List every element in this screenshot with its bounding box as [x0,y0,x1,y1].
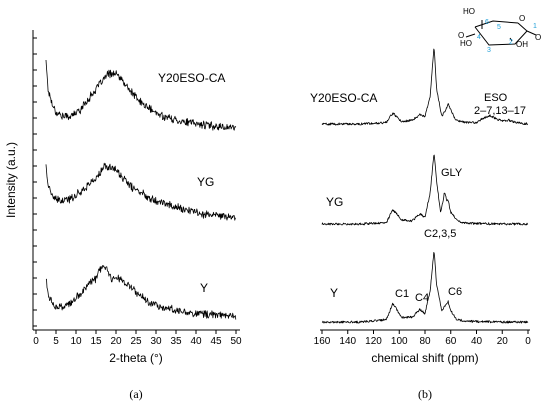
nmr-x-label: chemical shift (ppm) [371,351,478,365]
ring-bond-bottom [474,22,528,46]
xrd-x-tick-label: 5 [53,336,59,347]
nmr-x-tick-label: 120 [365,336,382,347]
annotation-c6: C6 [448,286,462,298]
nmr-x-tick-label: 100 [391,336,408,347]
nmr-x-tick-label: 80 [419,336,431,347]
carbon-number-6: 6 [485,19,489,26]
nmr-x-tick-label: 160 [314,336,331,347]
xrd-x-tick-label: 15 [90,336,102,347]
xrd-x-tick-label: 30 [150,336,162,347]
xrd-y-label: Intensity (a.u.) [4,142,18,218]
xrd-y-ticks [33,37,37,327]
nmr-trace-2 [321,252,529,324]
ring-bond-top [474,20,519,28]
atom-ho-left: HO [460,39,472,48]
annotation-eso: ESO [484,92,508,104]
nmr-series-label-y20eso-ca: Y20ESO-CA [310,91,377,105]
xrd-x-tick-label: 35 [170,336,182,347]
nmr-x-tick-label: 140 [339,336,356,347]
nmr-panel: 160 140 120 100 80 60 40 20 0 chemical shift (pp… [310,7,541,401]
bond-c2-oh [509,37,513,42]
carbon-number-3: 3 [487,47,491,54]
caption-a: (a) [129,387,142,401]
xrd-x-tick-label: 40 [190,336,202,347]
xrd-x-tick-label: 10 [70,336,82,347]
xrd-series-label-yg: YG [197,175,214,189]
xrd-traces [45,59,237,320]
nmr-x-tick-label: 20 [497,336,509,347]
nmr-trace-1 [321,154,529,226]
bond-c1-o [526,30,537,36]
xrd-trace-1 [45,162,236,221]
nmr-series-label-yg: YG [326,195,343,209]
xrd-series-label-y: Y [200,281,208,295]
annotation-c235: C2,3,5 [424,228,456,240]
annotation-eso-range: 2–7,13–17 [474,105,526,117]
nmr-series-label-y: Y [330,286,338,300]
carbon-number-1: 1 [533,23,537,30]
nmr-traces [321,48,529,324]
xrd-x-tick-label: 45 [210,336,222,347]
nmr-x-tick-label: 0 [525,336,531,347]
carbon-number-2: 2 [509,39,513,46]
xrd-x-tick-label: 50 [230,336,242,347]
atom-oh: OH [516,40,528,49]
xrd-x-label: 2-theta (°) [109,351,162,365]
xrd-x-ticks: 0 5 10 15 20 25 30 35 40 45 50 [33,330,242,347]
atom-o-left: O [458,31,464,40]
xrd-trace-0 [45,59,237,131]
xrd-panel: 0 5 10 15 20 25 30 35 40 45 50 2-theta (°) Intensi… [4,30,242,401]
carbon-number-4: 4 [477,34,481,41]
nmr-x-ticks: 160 140 120 100 80 60 40 20 0 [314,330,531,347]
xrd-trace-2 [45,265,237,320]
caption-b: (b) [418,387,432,401]
xrd-x-tick-label: 25 [130,336,142,347]
glucose-structure: HO HO OH O O O 1 2 3 4 5 6 [458,7,541,54]
bond-c4-o [465,33,476,38]
atom-ring-o: O [519,14,525,23]
xrd-x-tick-label: 20 [110,336,122,347]
xrd-x-tick-label: 0 [33,336,39,347]
nmr-trace-0 [321,48,528,126]
atom-ho-top: HO [463,7,475,16]
atom-o-right: O [535,33,541,42]
carbon-number-5: 5 [497,24,501,31]
xrd-series-label-y20eso-ca: Y20ESO-CA [158,71,225,85]
nmr-x-tick-label: 40 [471,336,483,347]
nmr-x-tick-label: 60 [445,336,457,347]
annotation-c1: C1 [395,288,409,300]
annotation-gly: GLY [441,167,463,179]
annotation-c4: C4 [415,292,429,304]
